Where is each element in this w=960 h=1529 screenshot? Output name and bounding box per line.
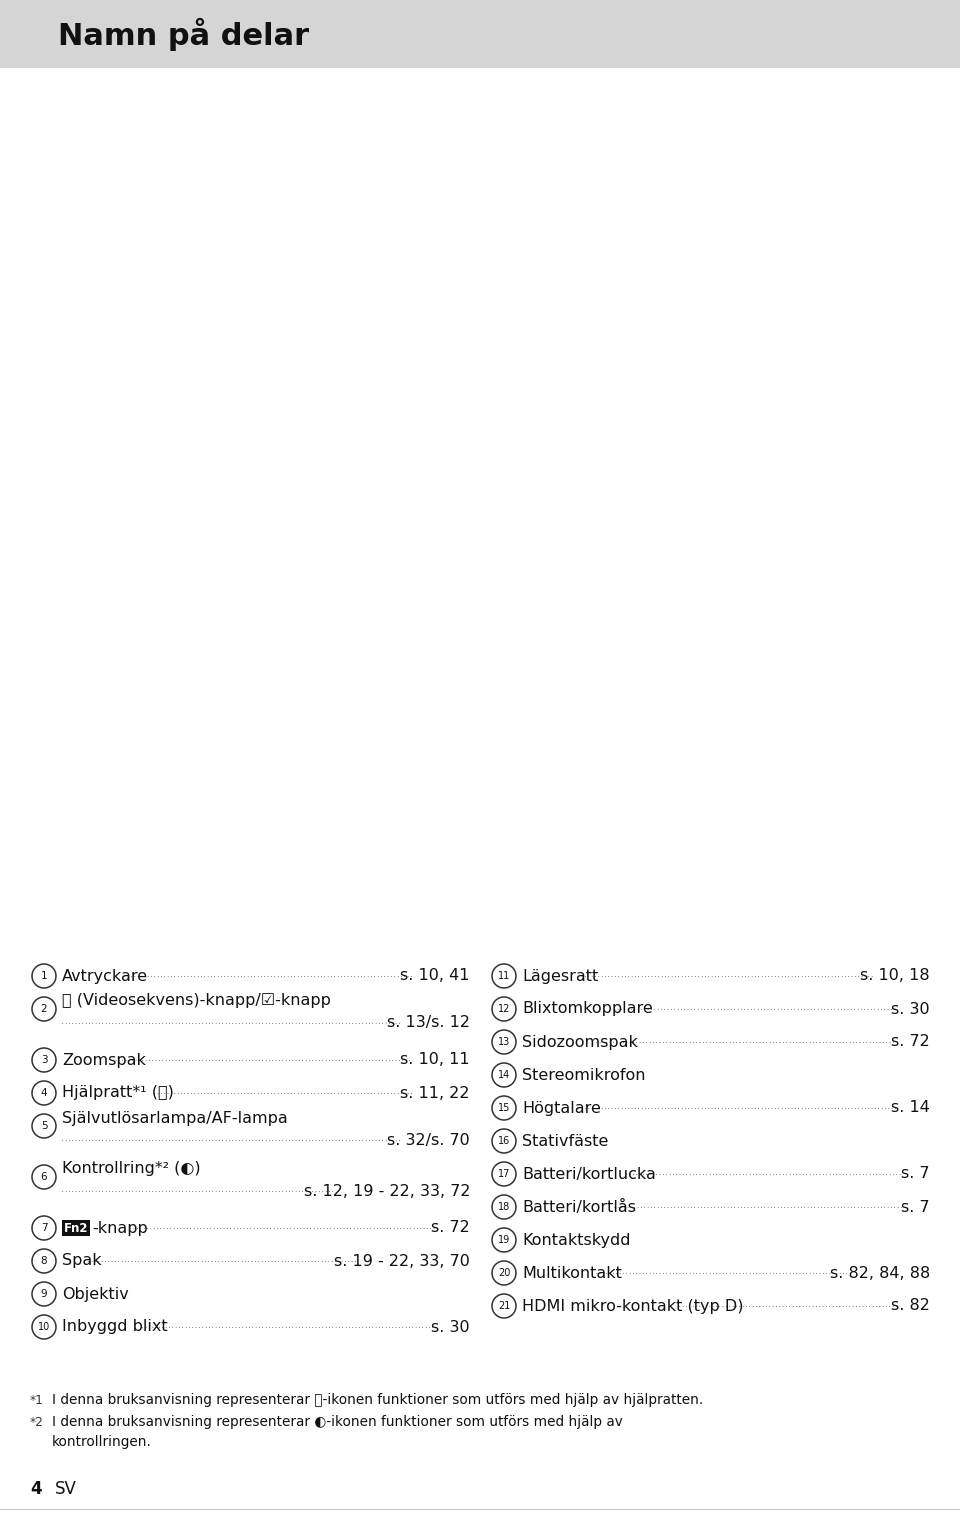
Circle shape [32,1216,56,1240]
Circle shape [32,1249,56,1274]
Circle shape [492,1261,516,1284]
Text: 6: 6 [40,1173,47,1182]
Text: Multikontakt: Multikontakt [522,1266,622,1280]
Circle shape [492,963,516,988]
Text: kontrollringen.: kontrollringen. [52,1436,152,1449]
Circle shape [492,1196,516,1219]
Text: s. 12, 19 - 22, 33, 72: s. 12, 19 - 22, 33, 72 [303,1183,470,1199]
Text: Batteri/kortlås: Batteri/kortlås [522,1199,636,1214]
Text: 18: 18 [498,1202,510,1212]
Text: s. 72: s. 72 [891,1035,930,1049]
Text: s. 19 - 22, 33, 70: s. 19 - 22, 33, 70 [334,1254,470,1269]
Text: 3: 3 [40,1055,47,1066]
Text: Stativfäste: Stativfäste [522,1133,609,1148]
Circle shape [32,997,56,1021]
Text: s. 10, 18: s. 10, 18 [860,968,930,983]
Text: Hjälpratt*¹ (⓾): Hjälpratt*¹ (⓾) [62,1086,174,1101]
Circle shape [32,1281,56,1306]
Text: 19: 19 [498,1235,510,1245]
Text: 21: 21 [498,1301,510,1310]
Text: Kontrollring*² (◐): Kontrollring*² (◐) [62,1162,201,1176]
Text: s. 7: s. 7 [901,1199,930,1214]
Text: 17: 17 [498,1170,510,1179]
Text: Självutlösarlampa/AF-lampa: Självutlösarlampa/AF-lampa [62,1110,288,1125]
Text: *2: *2 [30,1416,44,1428]
Text: Lägesratt: Lägesratt [522,968,598,983]
Text: s. 30: s. 30 [892,1001,930,1017]
Text: 15: 15 [498,1102,510,1113]
Circle shape [492,1063,516,1087]
Text: *1: *1 [30,1393,44,1407]
Text: s. 82, 84, 88: s. 82, 84, 88 [829,1266,930,1280]
Circle shape [492,1294,516,1318]
Circle shape [32,1115,56,1138]
Text: s. 30: s. 30 [431,1320,470,1335]
Circle shape [492,997,516,1021]
Text: s. 10, 41: s. 10, 41 [400,968,470,983]
Text: 7: 7 [40,1223,47,1232]
Text: 2: 2 [40,1005,47,1014]
Circle shape [32,1047,56,1072]
Text: 12: 12 [498,1005,510,1014]
Text: 1: 1 [40,971,47,982]
Text: Namn på delar: Namn på delar [58,17,309,50]
Text: Blixtomkopplare: Blixtomkopplare [522,1001,653,1017]
Text: Inbyggd blixt: Inbyggd blixt [62,1320,168,1335]
Text: Batteri/kortlucka: Batteri/kortlucka [522,1167,656,1182]
Circle shape [32,1081,56,1105]
Text: Stereomikrofon: Stereomikrofon [522,1067,645,1083]
Text: s. 32/s. 70: s. 32/s. 70 [387,1133,470,1147]
Text: 4: 4 [30,1480,41,1498]
Circle shape [492,1031,516,1053]
Text: s. 82: s. 82 [891,1298,930,1313]
Text: s. 72: s. 72 [431,1220,470,1235]
Bar [62,1220,90,1235]
Text: Zoomspak: Zoomspak [62,1052,146,1067]
Circle shape [32,963,56,988]
Text: I denna bruksanvisning representerar ◐-ikonen funktioner som utförs med hjälp av: I denna bruksanvisning representerar ◐-i… [52,1414,623,1430]
Text: 20: 20 [498,1268,510,1278]
Text: Spak: Spak [62,1254,102,1269]
Text: 9: 9 [40,1289,47,1300]
Circle shape [492,1096,516,1121]
Circle shape [492,1162,516,1187]
Circle shape [32,1315,56,1339]
Text: 10: 10 [37,1323,50,1332]
Text: 4: 4 [40,1089,47,1098]
Text: s. 7: s. 7 [901,1167,930,1182]
Text: Kontaktskydd: Kontaktskydd [522,1232,631,1248]
Text: Högtalare: Högtalare [522,1101,601,1116]
Text: s. 11, 22: s. 11, 22 [400,1086,470,1101]
Text: -knapp: -knapp [92,1220,148,1235]
Circle shape [492,1128,516,1153]
Text: Sidozoomspak: Sidozoomspak [522,1035,637,1049]
Text: SV: SV [55,1480,77,1498]
Circle shape [492,1228,516,1252]
Text: 11: 11 [498,971,510,982]
Text: I denna bruksanvisning representerar ⓾-ikonen funktioner som utförs med hjälp av: I denna bruksanvisning representerar ⓾-i… [52,1393,704,1407]
Circle shape [32,1165,56,1190]
Text: 14: 14 [498,1070,510,1079]
Text: 16: 16 [498,1136,510,1147]
Text: s. 13/s. 12: s. 13/s. 12 [387,1015,470,1031]
Text: 13: 13 [498,1037,510,1047]
Text: Objektiv: Objektiv [62,1286,129,1301]
Text: s. 10, 11: s. 10, 11 [400,1052,470,1067]
Text: ⓞ (Videosekvens)-knapp/☑-knapp: ⓞ (Videosekvens)-knapp/☑-knapp [62,994,331,1009]
Text: Fn2: Fn2 [63,1222,88,1234]
Text: HDMI mikro-kontakt (typ D): HDMI mikro-kontakt (typ D) [522,1298,743,1313]
Text: 8: 8 [40,1255,47,1266]
Text: 5: 5 [40,1121,47,1131]
Bar [0,0,960,67]
Text: s. 14: s. 14 [891,1101,930,1116]
Text: Avtryckare: Avtryckare [62,968,148,983]
